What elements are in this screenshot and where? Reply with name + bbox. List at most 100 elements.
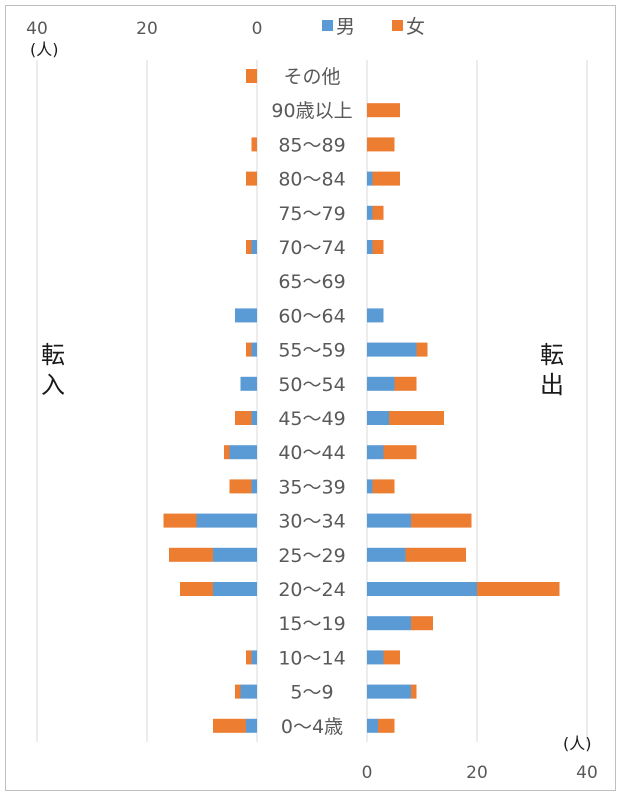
category-label: 35～39 (278, 476, 345, 498)
category-label: 55～59 (278, 340, 345, 362)
left-bar-male (246, 718, 257, 733)
right-bar-male (367, 684, 411, 699)
category-labels: その他 90歳以上 85～89 80～84 75～79 70～74 65～69 60～64 55… (271, 66, 352, 738)
left-bar-female (251, 137, 257, 152)
left-bar-female (213, 718, 246, 733)
right-bar-female (411, 616, 433, 631)
category-label: 30～34 (278, 511, 345, 533)
left-bar-female (224, 445, 230, 460)
right-bar-female (378, 718, 395, 733)
right-bar-male (367, 240, 373, 254)
right-tick-label: 40 (576, 763, 598, 783)
right-bar-male (367, 171, 373, 186)
category-label: 90歳以上 (271, 100, 352, 122)
category-label: 5～9 (290, 682, 333, 704)
left-bar-male (196, 513, 257, 528)
category-label: 85～89 (278, 134, 345, 156)
left-bar-male (251, 479, 257, 494)
right-bar-male (367, 308, 384, 323)
left-tick-label: 0 (252, 19, 263, 39)
left-bar-female (246, 69, 257, 83)
left-bar-male (240, 376, 257, 391)
right-bar-female (383, 650, 400, 665)
left-bar-female (163, 513, 197, 528)
category-label: 0～4歳 (281, 716, 343, 738)
tick-labels: 40 20 0 0 20 40 (26, 19, 598, 783)
category-label: 50～54 (278, 374, 345, 396)
left-bar-female (246, 650, 252, 665)
right-bar-female (372, 205, 384, 220)
left-tick-label: 20 (136, 19, 158, 39)
right-bar-female (367, 103, 400, 118)
category-label: 25～29 (278, 545, 345, 567)
left-bar-male (213, 547, 257, 562)
left-bar-female (229, 479, 252, 494)
left-bar-male (240, 684, 257, 699)
right-bar-female (405, 547, 466, 562)
left-tick-label: 40 (26, 19, 48, 39)
legend-label: 男 (336, 16, 355, 38)
left-bar-male (235, 308, 257, 323)
left-bar-male (251, 411, 257, 425)
category-label: 45～49 (278, 408, 345, 430)
right-bar-female (372, 171, 400, 186)
category-label: 60～64 (278, 305, 345, 327)
right-bar-male (367, 650, 384, 665)
right-bar-male (367, 445, 384, 460)
right-bar-female (411, 513, 472, 528)
legend-swatch (392, 20, 403, 31)
category-label: 20～24 (278, 579, 345, 601)
right-bar-female (394, 376, 417, 391)
right-bar-female (367, 137, 395, 152)
right-bar-male (367, 479, 373, 494)
category-label: 40～44 (278, 442, 345, 464)
left-bar-male (251, 650, 257, 665)
right-bar-male (367, 411, 389, 425)
category-label: 75～79 (278, 203, 345, 225)
category-label: 15～19 (278, 613, 345, 635)
left-bar-female (246, 171, 257, 186)
right-bar-male (367, 718, 378, 733)
right-bar-male (367, 582, 477, 596)
right-bar-female (411, 684, 417, 699)
left-bar-female (169, 547, 213, 562)
right-unit-label: (人) (563, 734, 592, 753)
category-label: 70～74 (278, 237, 345, 259)
right-bar-male (367, 513, 411, 528)
left-bar-male (213, 582, 257, 596)
legend-label: 女 (406, 16, 425, 38)
left-bar-male (251, 240, 257, 254)
legend: 男女 (322, 16, 425, 38)
left-bar-male (229, 445, 257, 460)
right-bar-female (416, 342, 428, 357)
right-tick-label: 20 (466, 763, 488, 783)
left-bar-female (246, 342, 252, 357)
left-bar-female (235, 411, 252, 425)
left-unit-label: (人) (30, 40, 59, 59)
chart-frame (5, 5, 616, 791)
transfer-out-label: 転出 (540, 341, 564, 399)
left-bar-female (246, 240, 252, 254)
category-label: 80～84 (278, 169, 345, 191)
right-bar-male (367, 616, 411, 631)
legend-swatch (322, 20, 333, 31)
left-bar-male (251, 342, 257, 357)
right-bar-male (367, 376, 395, 391)
transfer-in-label: 転入 (41, 341, 65, 399)
gridlines (36, 60, 588, 742)
right-bar-female (383, 445, 417, 460)
right-bar-male (367, 205, 373, 220)
left-bar-female (180, 582, 213, 596)
category-label: 10～14 (278, 647, 345, 669)
category-label: 65～69 (278, 271, 345, 293)
right-bar-female (389, 411, 444, 425)
right-tick-label: 0 (362, 763, 373, 783)
left-bar-female (235, 684, 241, 699)
right-bar-female (477, 582, 560, 596)
right-bar-female (372, 240, 384, 254)
right-bar-male (367, 547, 406, 562)
right-bar-female (372, 479, 395, 494)
category-label: その他 (283, 66, 340, 88)
bars (163, 69, 560, 733)
